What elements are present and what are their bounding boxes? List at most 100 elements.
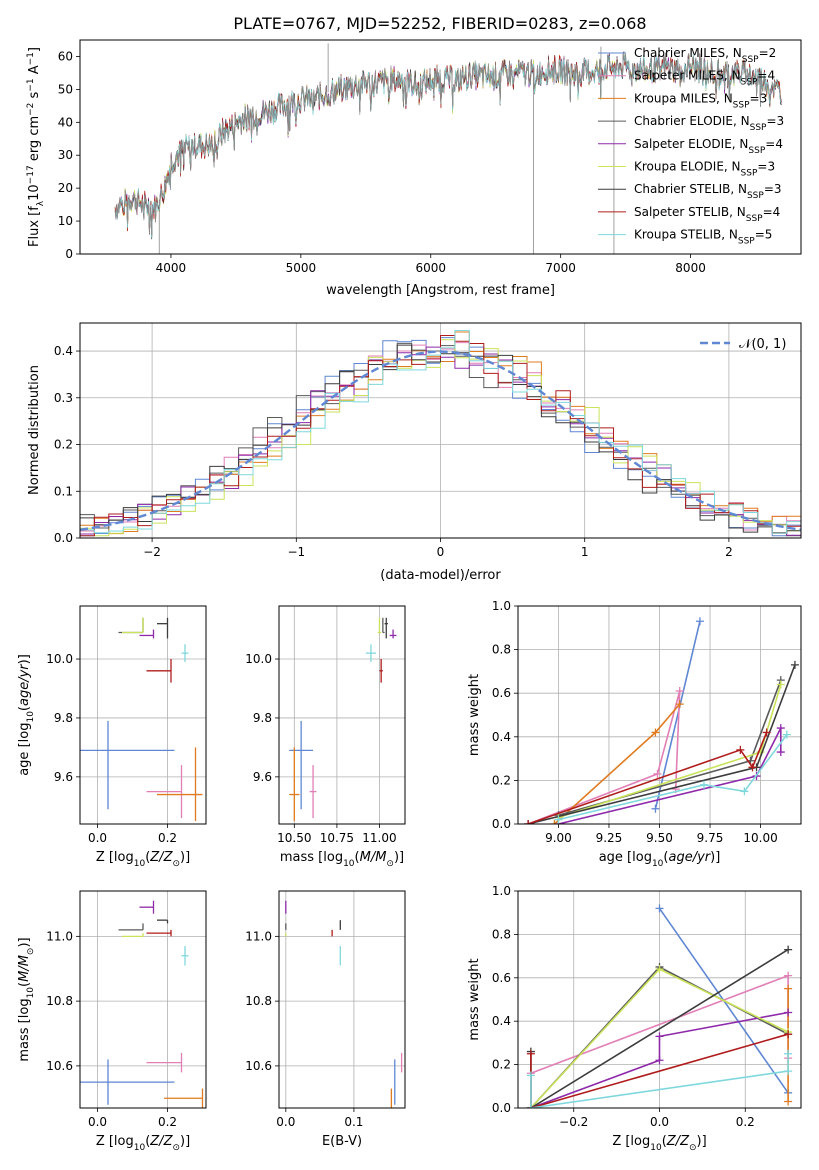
x-tick-label: 0.0 [88,831,107,845]
errorbar-salpeter-miles [309,765,317,819]
weight-marker [655,1032,664,1041]
errorbar-kroupa-miles [157,747,203,822]
y-tick-label: 0.8 [492,643,511,657]
legend-label: Salpeter MILES, NSSP=4 [634,69,775,88]
y-axis-label: mass weight [467,674,482,756]
x-tick-label: −0.2 [559,1115,588,1129]
weight-series-salpeter-stelib [524,728,771,824]
x-tick-label: 0.0 [276,1115,295,1129]
x-tick-label: −2 [143,545,161,559]
x-tick-label: 1 [581,545,589,559]
panel-mass-vs-Z: 0.0 0.2 10.6 10.8 11.0 Z [log10(Z/Z⊙)] mass [l… [17,890,207,1153]
weight-marker [748,763,757,772]
y-axis-label: mass [log10(M/M⊙)] [17,937,36,1061]
y-tick-label: 10.6 [46,1059,73,1073]
y-axis-label: Flux [fλ10−17 erg cm−2 s−1 A−1] [26,47,46,247]
x-tick-label: 5000 [286,261,317,275]
weight-line [530,1011,789,1108]
weight-marker [675,687,684,696]
weight-marker [782,730,791,739]
x-axis-label: Z [log10(Z/Z⊙)] [612,1134,706,1153]
weight-marker [784,971,793,980]
y-tick-label: 10.0 [46,652,73,666]
panels: 4000 5000 6000 7000 80000102030405060wavelen… [17,39,802,1153]
y-tick-label: 50 [58,82,73,96]
x-tick-label: 11.00 [362,831,396,845]
panel-mass-weight-vs-Z: −0.2 0.0 0.2 0.0 0.2 0.4 0.6 0.8 1.0 Z [log10(Z/Z… [467,884,802,1153]
weight-marker [651,804,660,813]
legend-label: Salpeter ELODIE, NSSP=4 [634,137,783,156]
axes-frame [278,605,406,825]
errorbar-chabrier-miles [80,1059,175,1105]
y-tick-label: 1.0 [492,599,511,613]
y-tick-label: 0 [65,247,73,261]
y-tick-label: 9.8 [54,711,73,725]
y-tick-label: 10.0 [245,652,272,666]
errorbar-salpeter-miles [146,1052,183,1073]
y-axis-label: age [log10(age/yr)] [17,654,36,776]
weight-marker [784,1097,793,1106]
x-tick-label: 7000 [545,261,576,275]
weight-marker [740,787,749,796]
axes-frame [517,605,802,825]
errorbar-kroupa-elodie [377,617,382,634]
panel-mass-weight-vs-age: 9.00 9.25 9.50 9.75 10.00 0.0 0.2 0.4 0.6 0.8 1.0 a… [467,599,802,869]
y-tick-label: 40 [58,115,73,129]
panel-spectrum: 4000 5000 6000 7000 8000 0 10 20 30 40 50 60 wavelen… [26,39,802,298]
plot-area [285,900,403,1108]
legend-label: Kroupa MILES, NSSP=3 [634,91,767,110]
legend-label: Chabrier MILES, NSSP=2 [634,46,776,65]
weight-marker [784,1049,793,1058]
y-tick-label: 0.0 [54,531,73,545]
x-tick-label: 9.00 [545,831,572,845]
weight-line [558,727,782,824]
weight-marker [784,1067,793,1076]
panel-mass-vs-ebv: 0.0 0.1 10.6 10.8 11.0 E(B-V) [245,890,406,1149]
weight-marker [554,815,563,824]
weight-line [527,732,768,824]
x-axis-label: Z [log10(Z/Z⊙)] [96,1134,190,1153]
x-tick-label: 0.2 [158,1115,177,1129]
y-axis-label: Normed distribution [27,365,42,495]
errorbar-chabrier-elodie [118,617,144,634]
y-tick-label: 0.4 [54,344,73,358]
x-axis-label: mass [log10(M/M⊙)] [280,850,404,869]
observed-spectrum [114,52,782,235]
plot-area [80,900,204,1108]
legend: Chabrier MILES, NSSP=2 Salpeter MILES, NS… [598,46,784,247]
y-tick-label: 0.0 [492,817,511,831]
weight-marker [526,1049,535,1058]
weight-marker [695,617,704,626]
axes-frame [79,890,207,1109]
axes-frame [517,890,802,1109]
legend-label: Kroupa STELIB, NSSP=5 [634,228,772,247]
errorbar-kroupa-miles [289,747,300,822]
y-tick-label: 0.6 [492,971,511,985]
axes-frame [79,39,802,255]
x-tick-label: −1 [287,545,305,559]
errorbar-salpeter-stelib [146,929,172,937]
x-tick-label: 0.2 [158,831,177,845]
y-tick-label: 9.8 [253,711,272,725]
y-tick-label: 0.3 [54,391,73,405]
weight-marker [776,748,785,757]
weight-marker [776,680,785,689]
normal-curve [80,350,801,531]
x-axis-label: Z [log10(Z/Z⊙)] [96,850,190,869]
x-tick-label: 10.75 [320,831,354,845]
errorbar-chabrier-elodie [118,923,144,931]
plot-area [524,617,799,824]
plot-area [289,617,397,822]
errorbar-chabrier-elodie [382,617,385,634]
weight-marker [784,984,793,993]
y-tick-label: 0.6 [492,686,511,700]
errorbar-chabrier-stelib [157,919,169,924]
weight-marker [655,965,664,974]
errorbar-chabrier-miles [80,720,175,810]
x-tick-label: 2 [725,545,733,559]
plot-area [526,904,793,1108]
y-tick-label: 20 [58,181,73,195]
plot-area [114,43,782,254]
weight-marker [736,745,745,754]
y-tick-label: 30 [58,148,73,162]
